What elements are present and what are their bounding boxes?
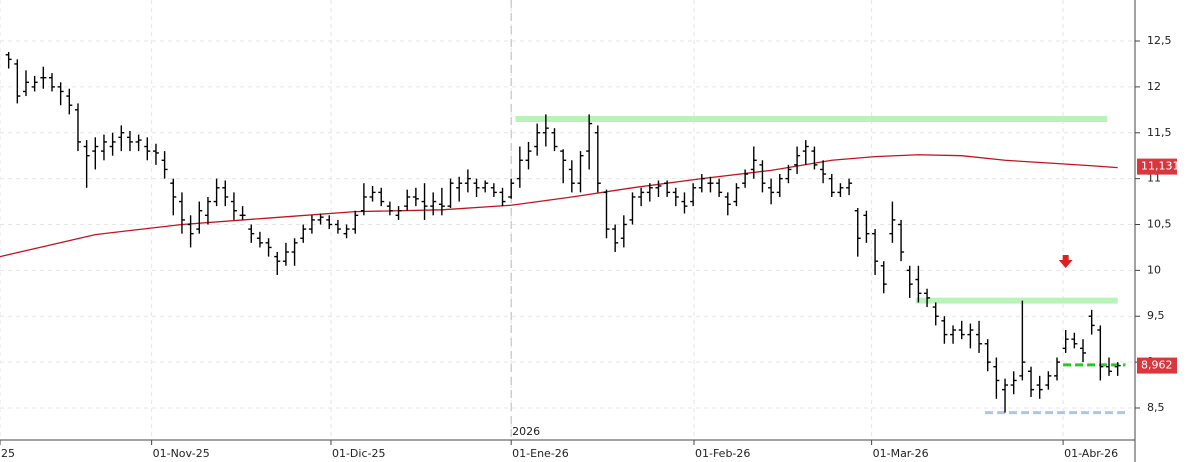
x-tick-label: 01-Nov-25 xyxy=(153,447,210,460)
year-label: 2026 xyxy=(512,425,540,438)
y-tick-label: 11 xyxy=(1147,172,1161,185)
y-tick-label: 8,5 xyxy=(1147,401,1165,414)
x-tick-label: 01-Abr-26 xyxy=(1064,447,1118,460)
signal-arrow xyxy=(1058,255,1073,269)
y-tick-label: 10,5 xyxy=(1147,217,1172,230)
x-tick-label: 01-Mar-26 xyxy=(873,447,929,460)
moving-average xyxy=(0,154,1118,258)
x-tick-label: 01-Dic-25 xyxy=(332,447,386,460)
y-tick-label: 9,5 xyxy=(1147,309,1165,322)
price-label-box xyxy=(1137,357,1177,374)
x-tick-label: 01-Feb-26 xyxy=(695,447,750,460)
y-tick-label: 12 xyxy=(1147,80,1161,93)
y-tick-label: 11,5 xyxy=(1147,126,1172,139)
price-label-box xyxy=(1137,158,1177,175)
price-label: 11,131 xyxy=(1141,160,1180,173)
y-tick-label: 10 xyxy=(1147,263,1161,276)
y-tick-label: 12,5 xyxy=(1147,34,1172,47)
x-tick-label: 01-Ene-26 xyxy=(512,447,569,460)
price-label: 8,962 xyxy=(1141,359,1173,372)
x-tick-label: 25 xyxy=(1,447,15,460)
